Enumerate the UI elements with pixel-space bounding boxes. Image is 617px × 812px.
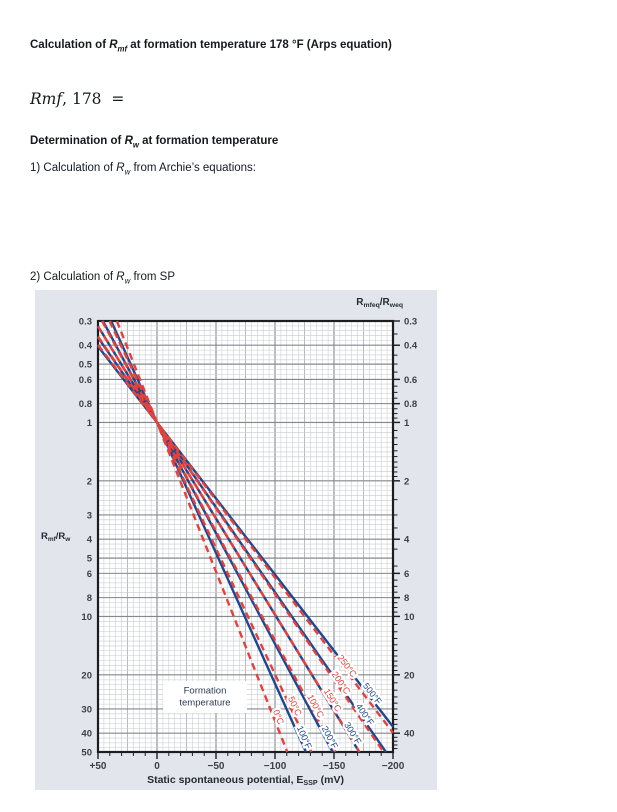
x-tick-label: −150 [323,761,346,772]
x-tick-label: −100 [264,761,287,772]
heading-determination-rw: Determination of Rw at formation tempera… [30,134,279,149]
left-tick-label: 0.5 [79,360,93,371]
left-tick-label: 20 [81,670,92,681]
item-rw-archie: 1) Calculation of Rw from Archie’s equat… [30,161,256,176]
left-tick-label: 1 [87,418,93,429]
isotherm-line-100F [110,320,308,753]
left-axis-title: Rmf/Rw [41,531,71,543]
formation-temperature-label: temperature [179,698,230,709]
left-tick-label: 3 [87,510,92,521]
isotherm-line-200C [97,335,385,753]
isotherm-line-0C [115,320,289,753]
isotherm-line-50C [108,320,313,753]
left-tick-label: 0.4 [79,341,93,352]
left-tick-label: 10 [81,612,92,623]
item-rw-sp: 2) Calculation of Rw from SP [30,270,175,285]
right-tick-label: 6 [404,569,409,580]
left-tick-label: 8 [87,593,92,604]
right-tick-label: 4 [404,535,410,546]
isotherm-line-150C [96,325,361,753]
right-tick-label: 0.4 [404,341,418,352]
equation-rmf-178: Rmf, 178 = [30,89,125,108]
right-axis-title: Rmfeq/Rweq [356,297,403,309]
left-tick-label: 6 [87,569,92,580]
plot-frame [96,319,395,754]
left-tick-label: 30 [81,704,92,715]
left-tick-label: 50 [81,748,92,759]
right-tick-label: 40 [404,729,415,740]
left-tick-label: 0.6 [79,375,92,386]
left-tick-label: 2 [87,476,92,487]
right-tick-label: 2 [404,476,409,487]
x-axis-title: Static spontaneous potential, ESSP (mV) [147,774,344,787]
right-tick-label: 0.8 [404,399,417,410]
isotherm-line-250C [97,344,394,734]
right-tick-label: 1 [404,418,410,429]
sp-chart-panel: 0.3 0.4 0.6 0.8 1 2 4 6 8 10 20 40 0.3 0.4 0.5 0.6 0.8 1 2… [35,290,437,790]
right-tick-label: 0.6 [404,375,417,386]
formation-temperature-label: Formation [184,686,227,697]
x-tick-label: −200 [382,761,405,772]
left-tick-label: 0.3 [79,317,92,328]
left-tick-label: 40 [81,729,92,740]
left-tick-label: 5 [87,554,93,565]
heading-calculation-rmf: Calculation of Rmf at formation temperat… [30,38,392,53]
left-tick-label: 0.8 [79,399,92,410]
right-tick-label: 0.3 [404,317,417,328]
x-tick-label: −50 [208,761,225,772]
x-tick-label: 0 [154,761,160,772]
left-tick-label: 4 [87,535,93,546]
sp-rw-chart: 0.30.40.60.8124681020400.30.40.50.60.812… [35,290,437,790]
isotherm-line-100C [101,320,337,753]
right-tick-label: 10 [404,612,415,623]
x-tick-label: +50 [90,761,107,772]
right-tick-label: 20 [404,670,415,681]
right-tick-label: 8 [404,593,409,604]
formation-temperature-box [163,681,247,713]
